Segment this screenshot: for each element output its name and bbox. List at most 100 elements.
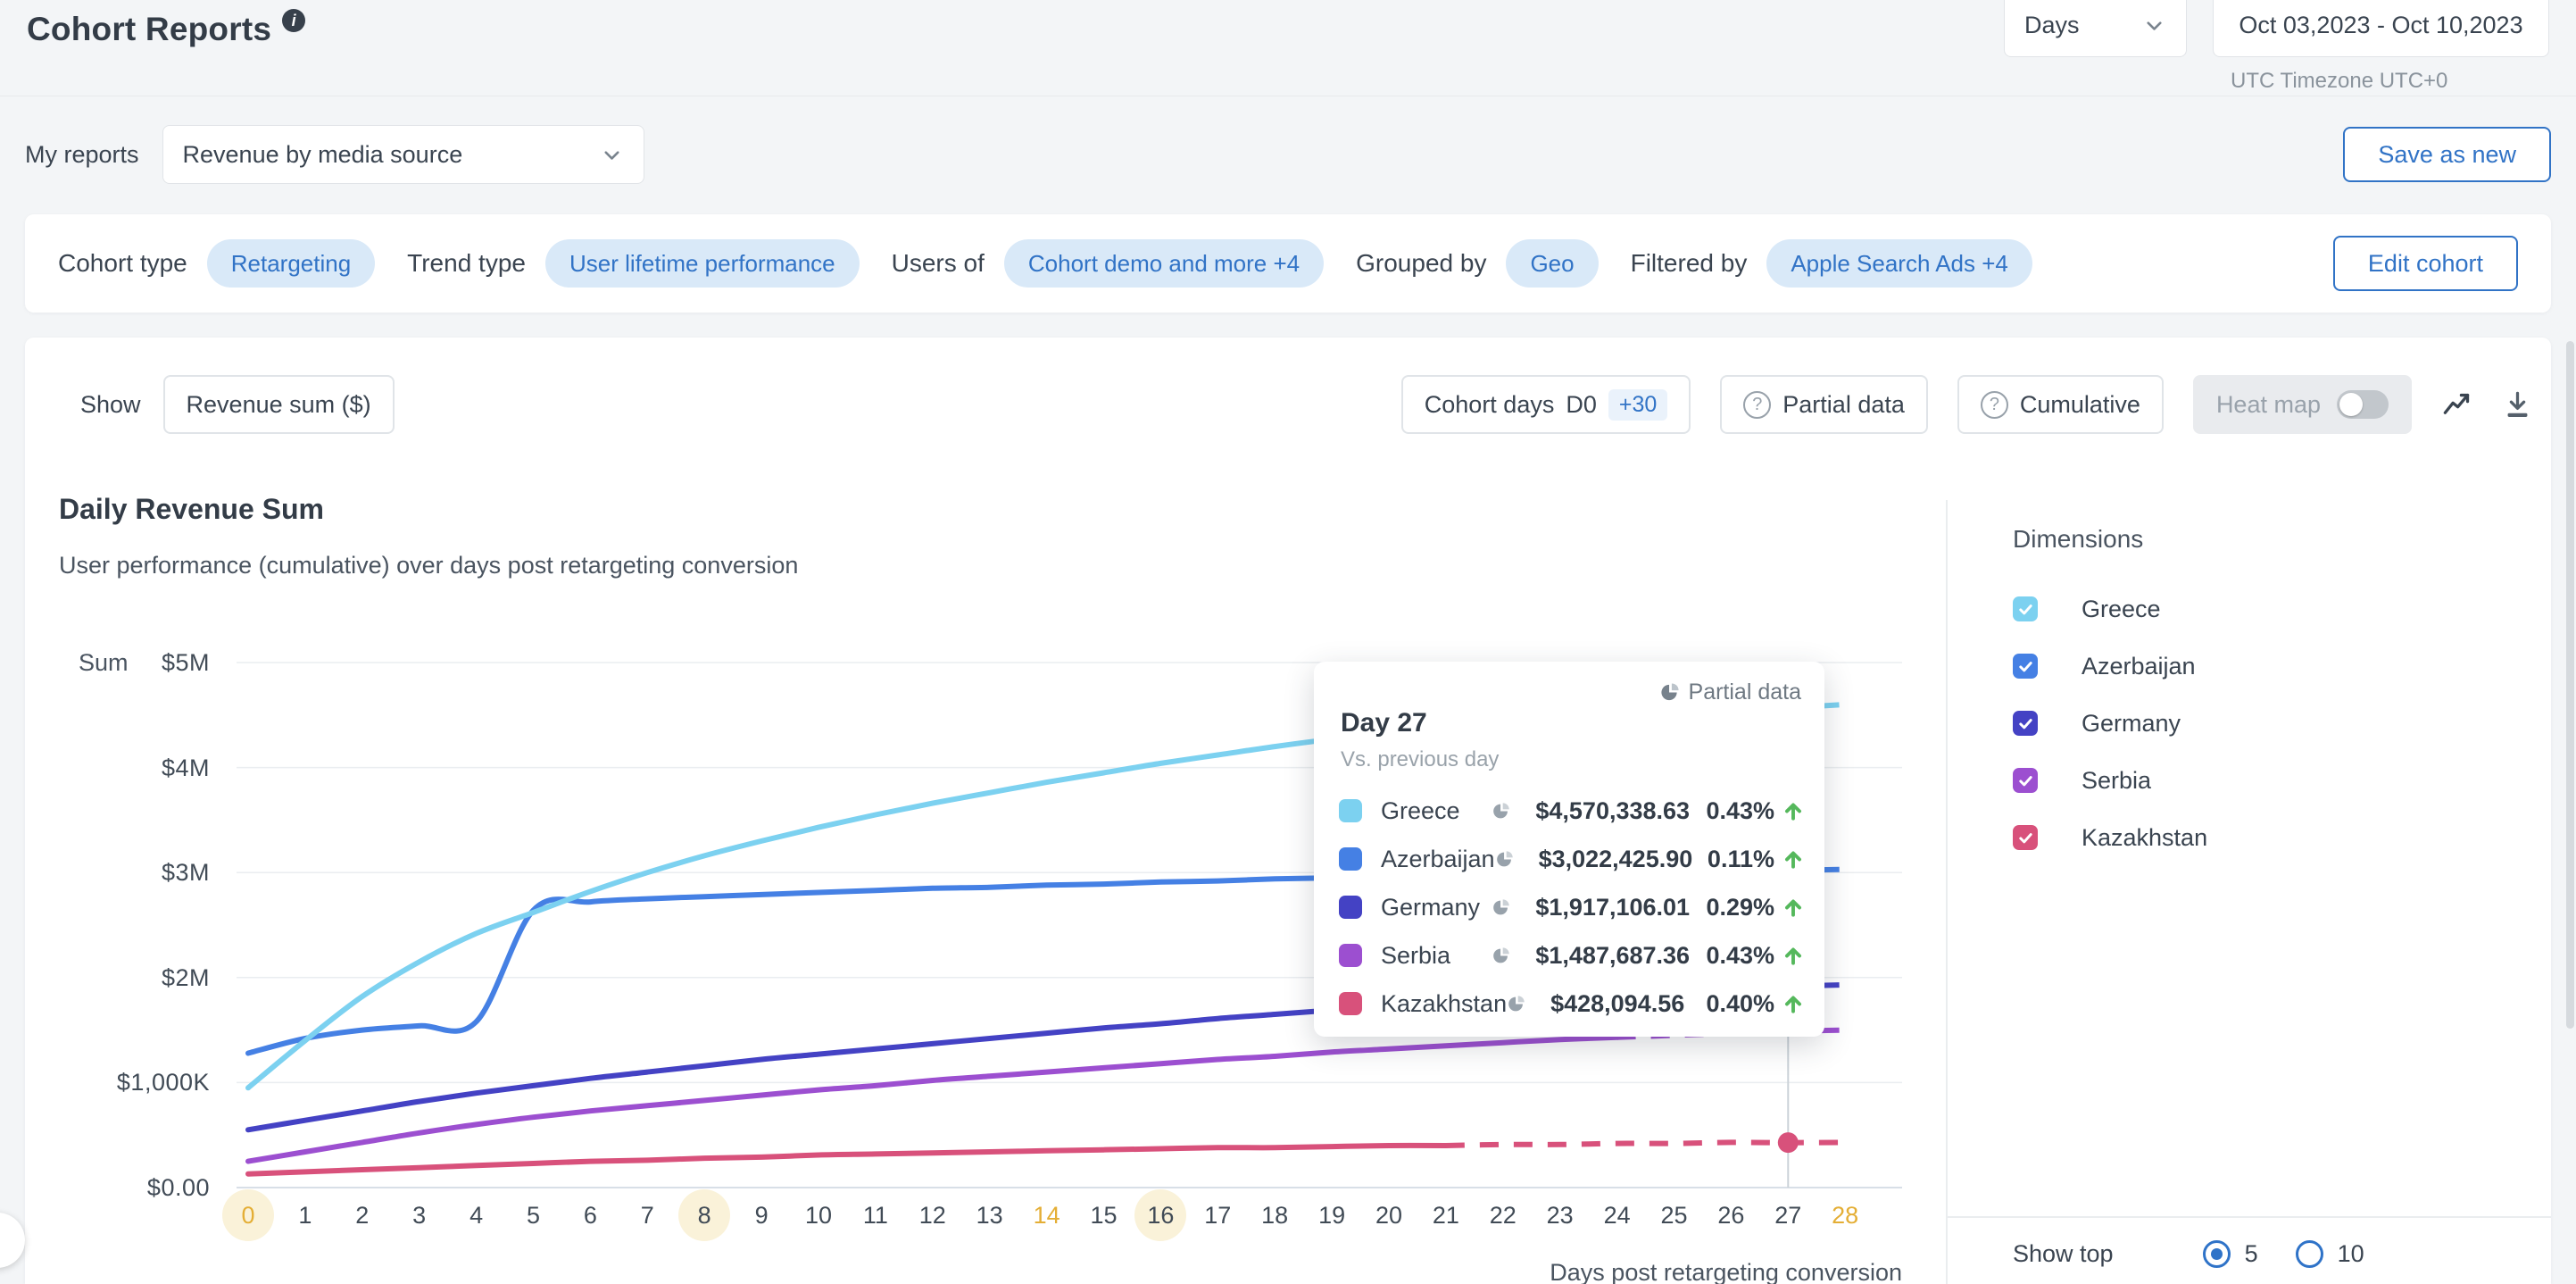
metric-select[interactable]: Revenue sum ($) — [163, 375, 395, 434]
arrow-up-icon — [1782, 944, 1805, 967]
tooltip-series-name: Azerbaijan — [1381, 846, 1495, 873]
dimension-row-germany: Germany — [2013, 704, 2181, 743]
series-color-swatch — [1339, 847, 1362, 871]
users-of-label: Users of — [892, 249, 985, 278]
date-range-value: Oct 03,2023 - Oct 10,2023 — [2239, 12, 2522, 39]
tooltip-partial-data: Partial data — [1659, 680, 1801, 705]
series-color-swatch — [1339, 896, 1362, 919]
report-select-value: Revenue by media source — [183, 141, 463, 169]
dimension-checkbox-greece[interactable] — [2013, 596, 2038, 621]
hover-marker-dot[interactable] — [1778, 1132, 1799, 1153]
dimension-row-serbia: Serbia — [2013, 761, 2151, 800]
cohort-type-pill[interactable]: Retargeting — [207, 239, 375, 288]
dimension-label: Serbia — [2082, 767, 2151, 795]
tooltip-series-value: $3,022,425.90 — [1526, 846, 1707, 873]
trend-type-label: Trend type — [407, 249, 526, 278]
y-axis-tick: $3M — [25, 855, 210, 890]
series-line-kazakhstan — [248, 1146, 1446, 1174]
dimension-label: Greece — [2082, 596, 2161, 623]
partial-data-pie-icon — [1495, 850, 1514, 869]
series-color-swatch — [1339, 992, 1362, 1015]
series-color-swatch — [1339, 944, 1362, 967]
granularity-select[interactable]: Days — [2004, 0, 2187, 57]
date-range-picker[interactable]: Oct 03,2023 - Oct 10,2023 — [2213, 0, 2549, 57]
show-top-option-10[interactable]: 10 — [2296, 1240, 2364, 1268]
partial-data-pie-icon — [1492, 802, 1510, 821]
show-label: Show — [80, 391, 141, 419]
save-as-new-button[interactable]: Save as new — [2343, 127, 2551, 182]
users-of-pill[interactable]: Cohort demo and more +4 — [1004, 239, 1324, 288]
chevron-down-icon — [2142, 13, 2166, 38]
dimension-checkbox-germany[interactable] — [2013, 711, 2038, 736]
tooltip-rows: Greece$4,570,338.630.43% Azerbaijan $3,022… — [1339, 787, 1805, 1028]
arrow-up-icon — [1782, 847, 1805, 871]
partial-data-pie-icon — [1507, 995, 1525, 1013]
tooltip-series-name: Greece — [1381, 797, 1492, 825]
info-icon[interactable]: i — [282, 9, 305, 32]
chart-card: Show Revenue sum ($) Cohort days D0 +30 … — [25, 338, 2551, 1284]
series-line-serbia — [248, 1038, 1617, 1162]
show-top-label: Show top — [2013, 1240, 2114, 1268]
tooltip-series-change: 0.43% — [1706, 797, 1774, 825]
radio-unselected-icon — [2296, 1240, 2323, 1268]
report-select[interactable]: Revenue by media source — [162, 125, 644, 184]
cohort-type-label: Cohort type — [58, 249, 187, 278]
tooltip-row-greece: Greece$4,570,338.630.43% — [1339, 787, 1805, 835]
dimension-row-kazakhstan: Kazakhstan — [2013, 818, 2207, 857]
cohort-days-extra-badge: +30 — [1608, 389, 1667, 421]
chart-title: Daily Revenue Sum — [59, 493, 324, 526]
y-axis-tick: $4M — [25, 750, 210, 786]
partial-data-button[interactable]: ? Partial data — [1720, 375, 1928, 434]
divider — [1948, 1216, 2551, 1218]
filtered-by-pill[interactable]: Apple Search Ads +4 — [1766, 239, 2032, 288]
chevron-down-icon — [600, 143, 624, 167]
show-top-option-5[interactable]: 5 — [2203, 1240, 2258, 1268]
partial-data-pie-icon — [1492, 898, 1510, 917]
tooltip-subtitle: Vs. previous day — [1341, 747, 1499, 772]
arrow-up-icon — [1782, 799, 1805, 822]
cohort-days-selector[interactable]: Cohort days D0 +30 — [1401, 375, 1691, 434]
date-column: Oct 03,2023 - Oct 10,2023 UTC Timezone U… — [2213, 0, 2549, 94]
grouped-by-pill[interactable]: Geo — [1506, 239, 1598, 288]
chart-subtitle: User performance (cumulative) over days … — [59, 552, 798, 579]
tooltip-row-serbia: Serbia$1,487,687.360.43% — [1339, 931, 1805, 980]
show-top-option-label: 5 — [2245, 1240, 2258, 1268]
dimension-checkbox-azerbaijan[interactable] — [2013, 654, 2038, 679]
my-reports-bar: My reports Revenue by media source Save … — [25, 125, 2551, 184]
grouped-by-label: Grouped by — [1356, 249, 1486, 278]
cohort-definition-bar: Cohort type Retargeting Trend type User … — [25, 214, 2551, 313]
metric-value: Revenue sum ($) — [187, 391, 371, 419]
show-top-row: Show top 5 10 — [2013, 1232, 2402, 1275]
tooltip-row-kazakhstan: Kazakhstan$428,094.560.40% — [1339, 980, 1805, 1028]
dimension-row-azerbaijan: Azerbaijan — [2013, 646, 2196, 686]
y-axis-tick: $5M — [25, 645, 210, 680]
partial-data-pie-icon — [1659, 682, 1680, 703]
arrow-up-icon — [1782, 896, 1805, 919]
show-top-options: 5 10 — [2203, 1240, 2402, 1268]
arrow-up-icon — [1782, 992, 1805, 1015]
dimension-label: Kazakhstan — [2082, 824, 2207, 852]
scrollbar[interactable] — [2566, 341, 2574, 1029]
edit-cohort-button[interactable]: Edit cohort — [2333, 236, 2518, 291]
cohort-days-value: D0 — [1566, 391, 1597, 419]
partial-data-pie-icon — [1492, 946, 1510, 965]
tooltip-partial-data-label: Partial data — [1689, 680, 1801, 705]
tooltip-series-name: Serbia — [1381, 942, 1492, 970]
tooltip-series-change: 0.29% — [1706, 894, 1774, 921]
tooltip-row-germany: Germany$1,917,106.010.29% — [1339, 883, 1805, 931]
tooltip-series-value: $1,917,106.01 — [1523, 894, 1705, 921]
partial-data-label: Partial data — [1782, 391, 1905, 419]
dimension-checkbox-kazakhstan[interactable] — [2013, 825, 2038, 850]
filtered-by-label: Filtered by — [1631, 249, 1748, 278]
dimension-checkbox-serbia[interactable] — [2013, 768, 2038, 793]
trend-type-pill[interactable]: User lifetime performance — [545, 239, 860, 288]
radio-dot — [2211, 1248, 2223, 1260]
floating-widget[interactable] — [0, 1213, 25, 1268]
y-axis-tick: $0.00 — [25, 1170, 210, 1205]
y-axis-tick: $1,000K — [25, 1064, 210, 1100]
cohort-days-label: Cohort days — [1425, 391, 1555, 419]
tooltip-series-change: 0.40% — [1706, 990, 1774, 1018]
chart-tooltip: Partial data Day 27 Vs. previous day Gre… — [1314, 662, 1824, 1037]
tooltip-series-change: 0.11% — [1707, 846, 1774, 873]
dimension-label: Azerbaijan — [2082, 653, 2196, 680]
